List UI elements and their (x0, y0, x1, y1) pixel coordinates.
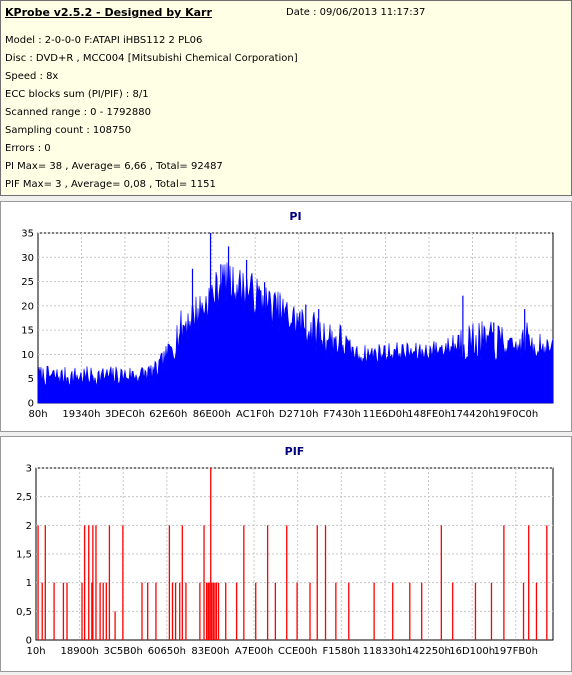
pi-summary-line: PI Max= 38 , Average= 6,66 , Total= 9248… (5, 161, 223, 172)
x-tick-label: CCE00h (278, 646, 317, 657)
y-tick-label: 30 (21, 253, 34, 264)
x-tick-label: 19F0C0h (494, 409, 539, 420)
x-tick-label: 86E00h (193, 409, 231, 420)
y-tick-label: 20 (21, 301, 34, 312)
x-tick-label: A7E00h (235, 646, 274, 657)
y-tick-label: 15 (21, 326, 34, 337)
x-tick-label: AC1F0h (236, 409, 274, 420)
pif-summary-line: PIF Max= 3 , Average= 0,08 , Total= 1151 (5, 179, 216, 190)
y-tick-label: 0 (26, 636, 32, 647)
x-tick-label: 10h (26, 646, 45, 657)
y-tick-label: 0 (28, 399, 34, 410)
y-tick-label: 1 (26, 578, 32, 589)
y-tick-label: 1,5 (16, 550, 32, 561)
pi-chart: PI 0 5 10 15 20 25 30 35 80h 19340h 3DEC0h 62E60h 86E… (21, 210, 554, 420)
x-tick-label: 18900h (61, 646, 99, 657)
x-tick-label: 11E6D0h (363, 409, 409, 420)
app-title: KProbe v2.5.2 - Designed by Karr (5, 6, 212, 19)
y-tick-label: 25 (21, 277, 34, 288)
errors-line: Errors : 0 (5, 143, 51, 154)
scan-date: Date : 09/06/2013 11:17:37 (286, 7, 426, 18)
y-tick-label: 0,5 (16, 607, 32, 618)
chart-title: PI (289, 210, 301, 223)
x-tick-label: 174420h (450, 409, 495, 420)
sampling-line: Sampling count : 108750 (5, 125, 132, 136)
x-tick-label: 83E00h (191, 646, 229, 657)
model-line: Model : 2-0-0-0 F:ATAPI iHBS112 2 PL06 (5, 35, 203, 46)
x-tick-label: 142250h (406, 646, 451, 657)
pif-chart: PIF 0 0,5 1 1,5 2 2,5 3 10h 18900h 3C5B0h 60650h 83E… (16, 445, 554, 657)
y-tick-label: 10 (21, 350, 34, 361)
x-tick-label: F1580h (323, 646, 361, 657)
y-tick-label: 2 (26, 521, 32, 532)
x-tick-label: 60650h (148, 646, 186, 657)
ecc-line: ECC blocks sum (PI/PIF) : 8/1 (5, 89, 149, 100)
x-tick-label: 118330h (363, 646, 408, 657)
chart-title: PIF (285, 445, 305, 458)
x-tick-label: 3C5B0h (104, 646, 143, 657)
x-tick-label: F7430h (323, 409, 361, 420)
pi-series (37, 262, 554, 404)
x-tick-label: 62E60h (149, 409, 187, 420)
x-tick-label: 197FB0h (494, 646, 538, 657)
y-tick-label: 35 (21, 229, 34, 240)
pif-chart-panel: PIF 0 0,5 1 1,5 2 2,5 3 10h 18900h 3C5B0h 60650h 83E… (0, 436, 572, 672)
x-tick-label: 80h (28, 409, 47, 420)
x-tick-label: 3DEC0h (105, 409, 145, 420)
range-line: Scanned range : 0 - 1792880 (5, 107, 151, 118)
x-tick-label: 16D100h (449, 646, 495, 657)
x-tick-label: 19340h (62, 409, 100, 420)
y-tick-label: 5 (28, 374, 34, 385)
y-tick-label: 3 (26, 464, 32, 475)
x-tick-label: 148FE0h (407, 409, 451, 420)
disc-line: Disc : DVD+R , MCC004 [Mitsubishi Chemic… (5, 53, 298, 64)
y-tick-label: 2,5 (16, 492, 32, 503)
info-panel: KProbe v2.5.2 - Designed by Karr Date : … (0, 0, 572, 196)
x-tick-label: D2710h (279, 409, 319, 420)
pi-chart-panel: PI 0 5 10 15 20 25 30 35 80h 19340h 3DEC0h 62E60h 86E… (0, 201, 572, 432)
plot-area (35, 467, 554, 641)
speed-line: Speed : 8x (5, 71, 59, 82)
